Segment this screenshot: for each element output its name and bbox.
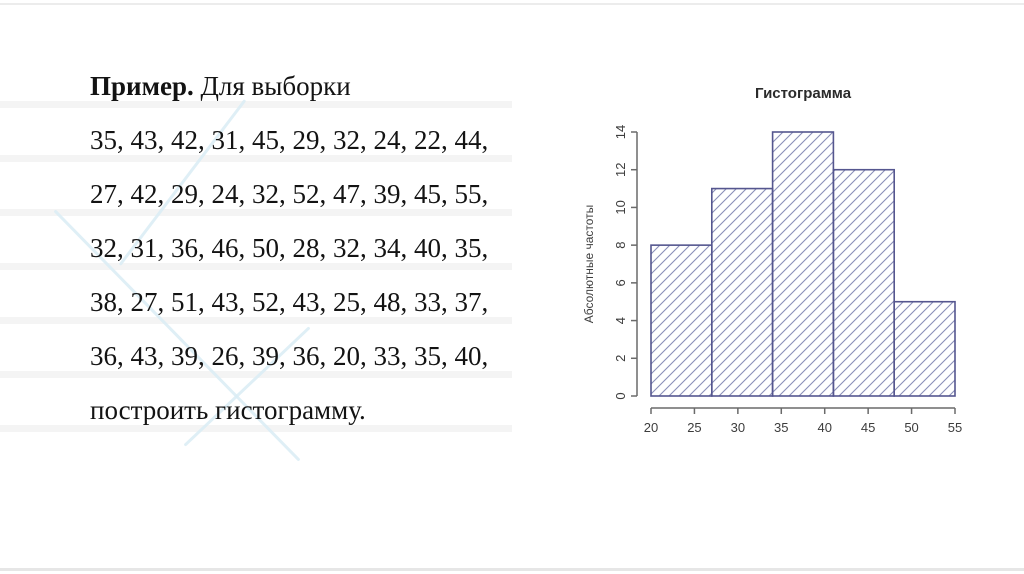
x-tick-label: 35 <box>774 420 788 435</box>
histogram-bar <box>711 187 774 397</box>
decorative-stripe <box>0 317 512 324</box>
histogram-bar <box>771 131 835 397</box>
sample-text-block: Пример. Для выборки 35, 43, 42, 31, 45, … <box>90 59 530 437</box>
axes-group: 20 25 30 35 40 45 50 55 0 2 4 6 8 10 12 14 <box>613 125 962 435</box>
bottom-edge-line <box>0 568 1024 571</box>
y-tick-label: 10 <box>613 200 628 214</box>
x-tick-label: 30 <box>731 420 745 435</box>
x-tick-label: 40 <box>817 420 831 435</box>
x-tick-label: 45 <box>861 420 875 435</box>
sample-line-1: 35, 43, 42, 31, 45, 29, 32, 24, 22, 44, <box>90 125 489 155</box>
top-edge-line <box>0 3 1024 5</box>
y-tick-label: 2 <box>613 355 628 362</box>
decorative-stripe <box>0 425 512 432</box>
sample-line-4: 38, 27, 51, 43, 52, 43, 25, 48, 33, 37, <box>90 287 489 317</box>
decorative-stripe <box>0 155 512 162</box>
sample-line-5: 36, 43, 39, 26, 39, 36, 20, 33, 35, 40, <box>90 341 489 371</box>
decorative-stripe <box>0 209 512 216</box>
y-tick-label: 12 <box>613 162 628 176</box>
heading-line: Пример. Для выборки <box>90 59 530 113</box>
histogram-bar <box>650 244 713 397</box>
x-tick-label: 25 <box>687 420 701 435</box>
x-tick-label: 55 <box>948 420 962 435</box>
decorative-stripe <box>0 101 512 108</box>
x-tick-label: 20 <box>644 420 658 435</box>
y-tick-label: 6 <box>613 279 628 286</box>
histogram-chart: Гистограмма Абсолютные частоты 20 25 30 35 4… <box>582 85 962 435</box>
histogram-bar <box>832 168 895 397</box>
heading-rest: Для выборки <box>193 71 351 101</box>
heading-bold: Пример. <box>90 71 194 101</box>
histogram-bar <box>893 300 956 397</box>
y-tick-label: 14 <box>613 125 628 139</box>
y-axis-label: Абсолютные частоты <box>582 205 596 324</box>
y-tick-label: 0 <box>613 392 628 399</box>
bars-group <box>650 131 956 397</box>
closing-line: построить гистограмму. <box>90 395 366 425</box>
chart-title: Гистограмма <box>755 85 852 102</box>
x-tick-label: 50 <box>904 420 918 435</box>
y-tick-label: 8 <box>613 242 628 249</box>
sample-line-2: 27, 42, 29, 24, 32, 52, 47, 39, 45, 55, <box>90 179 489 209</box>
y-tick-label: 4 <box>613 317 628 324</box>
decorative-stripe <box>0 263 512 270</box>
sample-line-3: 32, 31, 36, 46, 50, 28, 32, 34, 40, 35, <box>90 233 489 263</box>
